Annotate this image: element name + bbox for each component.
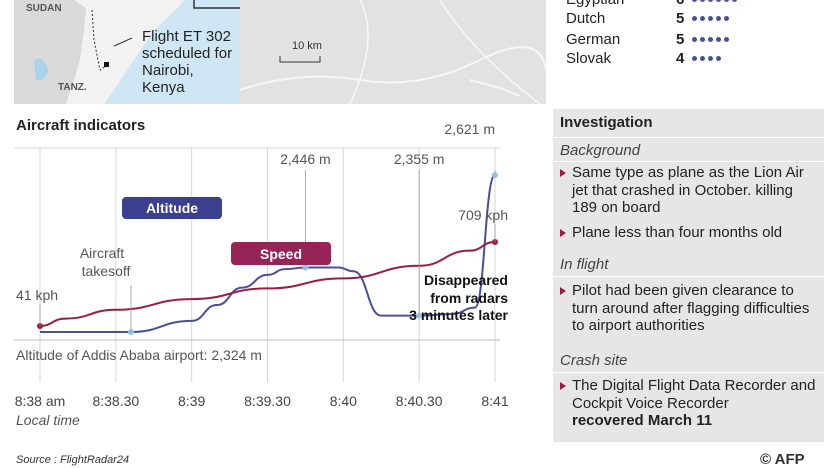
bullet-item: Same type as plane as the Lion Air jet t… (560, 164, 818, 217)
altitude-badge (122, 197, 222, 219)
inset-map-graphic (14, 0, 240, 104)
source-note: Source : FlightRadar24 (16, 454, 130, 466)
x-tick-label: 8:39 (178, 393, 205, 409)
x-tick-label: 8:39.30 (244, 393, 291, 409)
nationality-count: 5 (676, 10, 685, 27)
nationality-dot (708, 37, 713, 42)
divider (553, 372, 824, 373)
divider (553, 276, 824, 277)
altitude-value-label: 2,621 m (444, 121, 495, 137)
altitude-point (492, 172, 498, 178)
nationality-dot (732, 0, 737, 2)
nationality-dot (708, 16, 713, 21)
crash-area-map-graphic (240, 0, 546, 104)
nationality-count: 4 (676, 50, 685, 67)
nationality-dot (700, 0, 705, 2)
nationality-dots (692, 16, 732, 22)
nationality-dot (724, 16, 729, 21)
bullet-text: Plane less than four months old (572, 224, 783, 241)
nationality-dot (708, 0, 713, 2)
aircraft-indicators-chart: 8:38 am 8:38.30 8:39 8:39.30 8:40 8:40.30 8:41… (14, 121, 509, 409)
altitude-point (416, 312, 423, 319)
nationality-count: 5 (676, 31, 685, 48)
speed-value-label: 709 kph (458, 207, 508, 223)
nationality-dot (700, 16, 705, 21)
x-axis-note: Local time (16, 412, 80, 428)
flight-note: Flight ET 302 scheduled for Nairobi, Ken… (142, 28, 233, 96)
speed-value-label: 41 kph (16, 287, 58, 303)
country-label-sudan: SUDAN (26, 3, 62, 14)
divider (553, 137, 824, 138)
investigation-panel: Investigation Background Same type as pl… (553, 109, 824, 442)
inset-map: SUDAN TANZ. Flight ET 302 scheduled for … (14, 0, 240, 104)
bullet-text: Same type as plane as the Lion Air jet t… (572, 164, 804, 216)
nationality-dot (692, 0, 697, 2)
nationality-dot (716, 56, 721, 61)
bullet-item: Plane less than four months old (560, 224, 818, 242)
disappeared-annotation: Disappeared (424, 272, 508, 288)
bullet-marker-icon (560, 169, 566, 177)
disappeared-annotation: 3 minutes later (409, 307, 508, 323)
nationality-dots (692, 37, 732, 43)
nationality-name: German (566, 31, 621, 48)
nationality-dot (708, 56, 713, 61)
crash-area-map: 10 km (240, 0, 546, 104)
nationality-dot (724, 37, 729, 42)
bullet-text: Pilot had been given clearance to turn a… (572, 282, 810, 334)
bullet-item: The Digital Flight Data Recorder and Coc… (560, 377, 818, 430)
nationality-dot (700, 37, 705, 42)
x-tick-label: 8:40.30 (396, 393, 443, 409)
bullet-marker-icon (560, 229, 566, 237)
section-heading-in-flight: In flight (560, 256, 609, 273)
nationality-dot (692, 16, 697, 21)
chart-title: Aircraft indicators (16, 117, 146, 134)
bullet-item: Pilot had been given clearance to turn a… (560, 282, 818, 335)
panel-title: Investigation (560, 114, 653, 131)
nationality-dots (692, 0, 740, 3)
nationality-dot (716, 0, 721, 2)
takeoff-annotation: takesoff (82, 263, 131, 279)
bullet-marker-icon (560, 382, 566, 390)
x-tick-label: 8:38.30 (92, 393, 139, 409)
divider (553, 161, 824, 162)
speed-badge (231, 242, 331, 265)
airport-altitude-note: Altitude of Addis Ababa airport: 2,324 m (16, 347, 262, 363)
altitude-point (302, 264, 309, 271)
nationality-name: Slovak (566, 50, 612, 67)
x-tick-label: 8:40 (330, 393, 357, 409)
bullet-text: The Digital Flight Data Recorder and Coc… (572, 377, 816, 412)
x-tick-label: 8:38 am (15, 393, 66, 409)
speed-line (39, 241, 496, 327)
nationality-dot (716, 37, 721, 42)
altitude-badge-label: Altitude (146, 200, 198, 216)
nationality-name: Egyptian (566, 0, 666, 9)
section-heading-background: Background (560, 142, 641, 159)
nationality-dots (692, 56, 724, 62)
nationality-dot (716, 16, 721, 21)
nationality-name: Dutch (566, 10, 606, 27)
takeoff-annotation: Aircraft (80, 245, 124, 261)
bullet-marker-icon (560, 287, 566, 295)
nationality-count: 6 (676, 0, 684, 9)
nationality-dot (700, 56, 705, 61)
scale-label: 10 km (292, 40, 322, 52)
speed-badge-label: Speed (260, 246, 302, 262)
afp-logo: © AFP (760, 451, 805, 468)
x-tick-label: 8:41 (481, 393, 508, 409)
altitude-value-label: 2,355 m (394, 151, 445, 167)
nationality-dot (724, 0, 729, 2)
country-label-tanzania: TANZ. (58, 82, 87, 93)
altitude-value-label: 2,446 m (280, 151, 331, 167)
nationality-dot (692, 56, 697, 61)
bullet-text-bold: recovered March 11 (572, 412, 713, 429)
section-heading-crash-site: Crash site (560, 352, 628, 369)
nationality-dot (692, 37, 697, 42)
disappeared-annotation: from radars (430, 290, 508, 306)
